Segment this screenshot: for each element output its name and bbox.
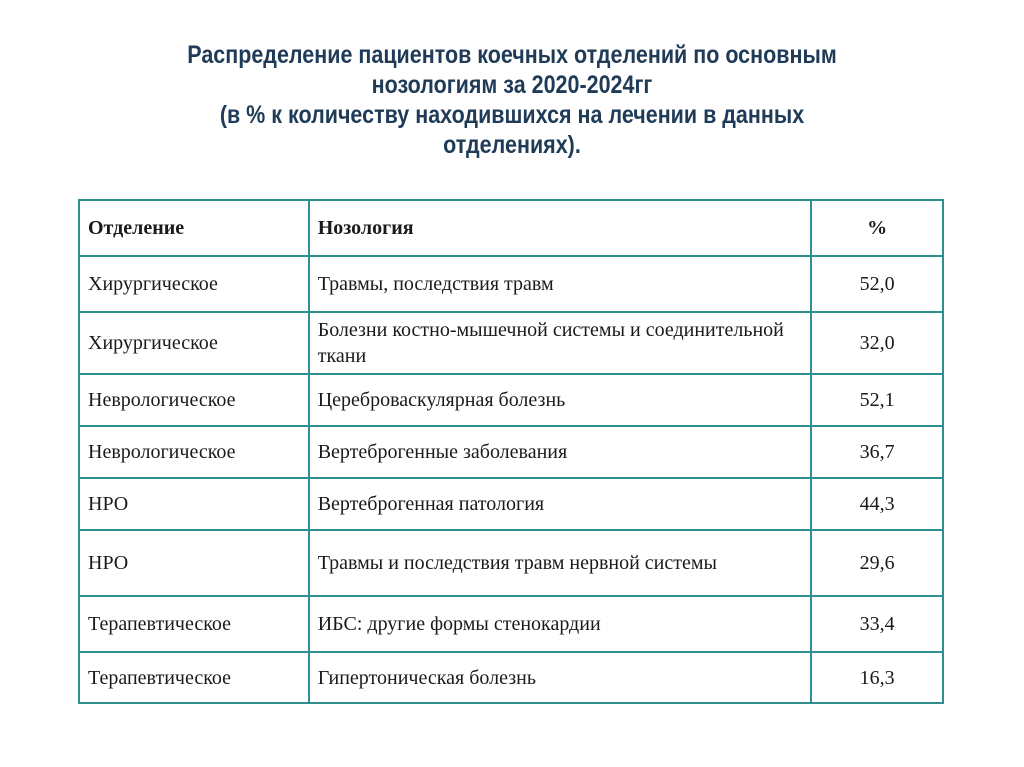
table-cell: Травмы и последствия травм нервной систе…	[307, 529, 813, 597]
table-cell: Неврологическое	[78, 373, 310, 427]
data-table: Отделение Нозология% Хирургическое Травмы,…	[78, 199, 944, 704]
table-cell: Хирургическое	[78, 255, 310, 313]
table-cell: Хирургическое	[78, 311, 310, 375]
column-header: Отделение	[78, 199, 310, 257]
table-row: НРО Травмы и последствия травм нервной си…	[78, 529, 944, 597]
table-cell: 52,1	[810, 373, 944, 427]
table-cell: 33,4	[810, 595, 944, 653]
table-cell: 36,7	[810, 425, 944, 479]
table-cell: НРО	[78, 477, 310, 531]
table-cell: 16,3	[810, 651, 944, 704]
table-cell: Неврологическое	[78, 425, 310, 479]
table-cell: Вертеброгенная патология	[307, 477, 813, 531]
table-cell: 44,3	[810, 477, 944, 531]
title-line: (в % к количеству находившихся на лечени…	[219, 101, 805, 129]
table-cell: 32,0	[810, 311, 944, 375]
table-cell: Терапевтическое	[78, 595, 310, 653]
table-row: Хирургическое Болезни костно-мышечной сис…	[78, 311, 944, 375]
title-line: нозологиям за 2020-2024гг	[371, 71, 653, 99]
table-cell: 29,6	[810, 529, 944, 597]
table-row: Терапевтическое Гипертоническая болезнь 16…	[78, 651, 944, 704]
table-row: Неврологическое Цереброваскулярная болезн…	[78, 373, 944, 427]
table-body: Хирургическое Травмы, последствия травм 52…	[78, 255, 944, 704]
column-header: %	[810, 199, 944, 257]
column-header: Нозология	[307, 199, 813, 257]
table-cell: Терапевтическое	[78, 651, 310, 704]
table-cell: Вертеброгенные заболевания	[307, 425, 813, 479]
table-row: Хирургическое Травмы, последствия травм 52…	[78, 255, 944, 313]
table-cell: 52,0	[810, 255, 944, 313]
table-row: Неврологическое Вертеброгенные заболевани…	[78, 425, 944, 479]
table-cell: Травмы, последствия травм	[307, 255, 813, 313]
table-cell: Болезни костно-мышечной системы и соедин…	[307, 311, 813, 375]
table-cell: Цереброваскулярная болезнь	[307, 373, 813, 427]
header-row: Отделение Нозология%	[78, 199, 944, 257]
title: Распределение пациентов коечных отделени…	[0, 40, 1024, 160]
title-line: Распределение пациентов коечных отделени…	[187, 41, 837, 69]
table-cell: НРО	[78, 529, 310, 597]
table-cell: ИБС: другие формы стенокардии	[307, 595, 813, 653]
title-line: отделениях).	[443, 131, 581, 159]
table-row: Терапевтическое ИБС: другие формы стенока…	[78, 595, 944, 653]
table-cell: Гипертоническая болезнь	[307, 651, 813, 704]
table-row: НРО Вертеброгенная патология 44,3	[78, 477, 944, 531]
